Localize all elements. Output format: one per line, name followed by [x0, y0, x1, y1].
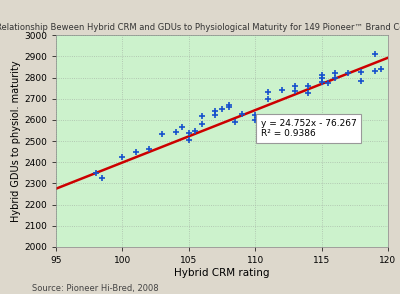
- Point: [265, 96, 272, 101]
- Point: [372, 69, 378, 74]
- Point: [232, 120, 238, 124]
- Point: [99, 176, 106, 181]
- Point: [292, 84, 298, 88]
- Point: [186, 138, 192, 142]
- Point: [192, 128, 199, 133]
- Point: [212, 109, 218, 114]
- Point: [132, 149, 139, 154]
- Point: [252, 112, 258, 117]
- Point: [159, 131, 166, 136]
- Text: Source: Pioneer Hi-Bred, 2008: Source: Pioneer Hi-Bred, 2008: [32, 283, 159, 293]
- Point: [239, 111, 245, 116]
- Point: [358, 70, 365, 75]
- Point: [212, 112, 218, 117]
- Point: [199, 113, 205, 118]
- Title: Relationship Beween Hybrid CRM and GDUs to Physiological Maturity for 149 Pionee: Relationship Beween Hybrid CRM and GDUs …: [0, 23, 400, 32]
- Point: [252, 118, 258, 122]
- Y-axis label: Hybrid GDUs to physiol. maturity: Hybrid GDUs to physiol. maturity: [11, 60, 21, 222]
- Point: [318, 73, 325, 78]
- Point: [119, 155, 126, 159]
- Point: [325, 81, 332, 85]
- Point: [332, 75, 338, 80]
- Point: [292, 89, 298, 94]
- Point: [372, 52, 378, 57]
- Point: [318, 79, 325, 84]
- Point: [146, 146, 152, 151]
- Point: [332, 71, 338, 76]
- X-axis label: Hybrid CRM rating: Hybrid CRM rating: [174, 268, 270, 278]
- Point: [305, 84, 312, 88]
- Text: y = 24.752x - 76.267
R² = 0.9386: y = 24.752x - 76.267 R² = 0.9386: [260, 119, 356, 138]
- Point: [93, 171, 99, 175]
- Point: [226, 105, 232, 110]
- Point: [219, 107, 225, 112]
- Point: [199, 122, 205, 126]
- Point: [345, 71, 351, 76]
- Point: [226, 103, 232, 108]
- Point: [378, 67, 384, 71]
- Point: [278, 88, 285, 93]
- Point: [186, 130, 192, 135]
- Point: [172, 129, 179, 134]
- Point: [265, 90, 272, 95]
- Point: [179, 125, 185, 130]
- Point: [318, 75, 325, 80]
- Point: [305, 91, 312, 96]
- Point: [358, 78, 365, 83]
